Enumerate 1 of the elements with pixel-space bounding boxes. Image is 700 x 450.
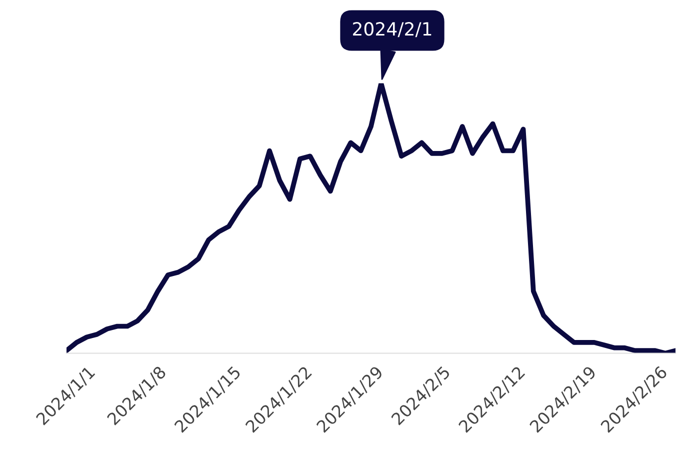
annotation: 2024/2/1 [353,22,432,38]
